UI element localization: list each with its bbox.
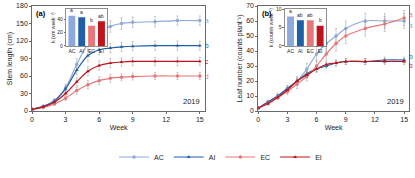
svg-text:AI: AI [79,48,84,54]
svg-text:0: 0 [60,43,63,49]
svg-text:AI: AI [209,154,216,161]
svg-text:Week: Week [110,124,128,131]
svg-text:ab: ab [307,12,313,18]
svg-text:EI: EI [99,48,104,54]
svg-text:60: 60 [246,17,254,24]
svg-text:10: 10 [276,6,282,12]
svg-text:a: a [70,7,73,13]
svg-text:12: 12 [371,116,379,123]
svg-text:20: 20 [57,29,63,35]
svg-text:0: 0 [256,116,260,123]
svg-text:120: 120 [16,37,28,44]
svg-text:50: 50 [246,32,254,39]
svg-text:0: 0 [24,107,28,114]
svg-text:30: 30 [20,90,28,97]
svg-text:10: 10 [246,92,254,99]
svg-text:b: b [319,17,322,23]
svg-text:15: 15 [400,116,408,123]
svg-text:6: 6 [97,116,101,123]
svg-text:EI: EI [318,48,323,54]
svg-text:5: 5 [279,24,282,30]
svg-text:ab: ab [297,12,303,18]
svg-text:AC: AC [287,48,294,54]
svg-text:3: 3 [285,116,289,123]
svg-text:b: b [409,62,413,69]
svg-text:Week: Week [325,124,343,131]
svg-text:40: 40 [246,47,254,54]
svg-text:EI: EI [315,154,322,161]
svg-text:0: 0 [279,43,282,49]
svg-text:AC: AC [154,154,164,161]
svg-text:EC: EC [307,48,314,54]
svg-text:AC: AC [68,48,75,54]
svg-text:Leaf number (counts plant⁻¹): Leaf number (counts plant⁻¹) [236,15,244,103]
svg-text:ab: ab [98,13,104,19]
svg-text:a: a [80,9,83,15]
svg-text:EC: EC [260,154,270,161]
svg-text:20: 20 [246,77,254,84]
svg-text:15: 15 [196,116,204,123]
svg-text:c: c [205,58,209,65]
svg-text:6: 6 [315,116,319,123]
svg-text:k (cm week⁻¹): k (cm week⁻¹) [50,12,56,43]
svg-text:b: b [409,53,413,60]
svg-text:9: 9 [131,116,135,123]
svg-text:0: 0 [30,116,34,123]
svg-text:(a): (a) [36,9,46,18]
svg-text:b: b [205,42,209,49]
svg-text:k (counts week⁻¹): k (counts week⁻¹) [268,8,274,47]
svg-text:a: a [205,17,209,24]
svg-text:180: 180 [16,2,28,9]
svg-text:AI: AI [298,48,303,54]
svg-text:a: a [409,22,413,29]
svg-text:b: b [90,17,93,23]
svg-text:d: d [205,73,209,80]
svg-text:Stem length (cm): Stem length (cm) [6,32,14,85]
svg-text:12: 12 [162,116,170,123]
svg-text:60: 60 [20,72,28,79]
svg-text:(b): (b) [262,9,272,18]
svg-text:0: 0 [250,107,254,114]
svg-text:2019: 2019 [387,97,404,106]
svg-text:a: a [409,11,413,18]
svg-text:a: a [289,8,292,14]
svg-text:9: 9 [344,116,348,123]
svg-text:70: 70 [246,2,254,9]
svg-text:3: 3 [64,116,68,123]
svg-text:EC: EC [88,48,95,54]
svg-text:90: 90 [20,55,28,62]
svg-text:30: 30 [246,62,254,69]
svg-text:2019: 2019 [183,97,200,106]
svg-text:40: 40 [57,16,63,22]
svg-text:150: 150 [16,20,28,27]
